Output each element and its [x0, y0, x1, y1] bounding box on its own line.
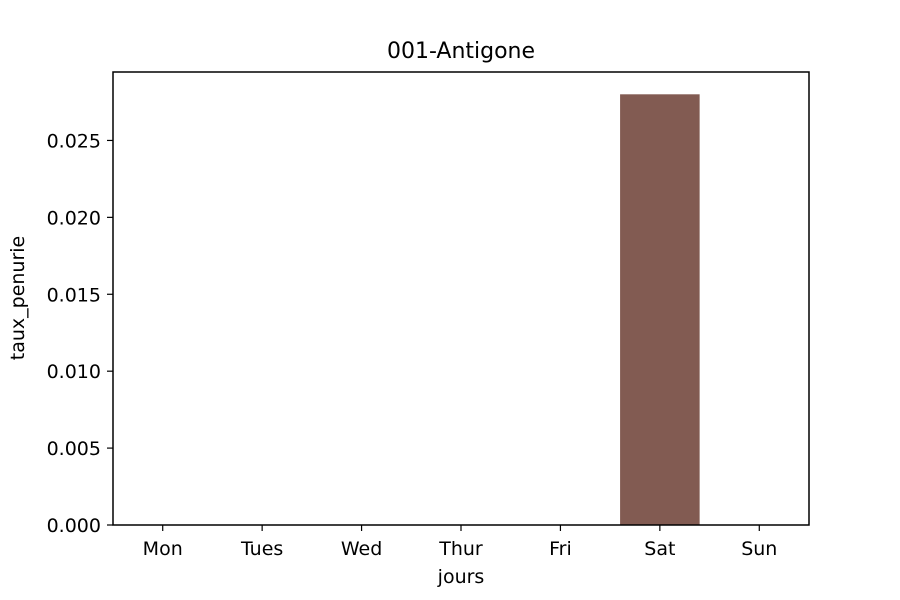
x-axis: Mon Tues Wed Thur Fri Sat Sun	[143, 525, 777, 560]
x-tick-label: Wed	[341, 538, 382, 560]
y-tick-label: 0.000	[47, 515, 101, 537]
y-tick-label: 0.020	[47, 207, 101, 229]
x-axis-label: jours	[437, 566, 485, 588]
x-tick-label: Tues	[240, 538, 283, 560]
x-tick-label: Sat	[644, 538, 675, 560]
y-tick-label: 0.015	[47, 284, 101, 306]
x-tick-label: Fri	[549, 538, 572, 560]
y-tick-label: 0.010	[47, 361, 101, 383]
y-tick-label: 0.005	[47, 438, 101, 460]
y-axis: 0.000 0.005 0.010 0.015 0.020 0.025	[47, 130, 113, 537]
y-axis-label: taux_penurie	[7, 236, 29, 361]
x-tick-label: Sun	[741, 538, 777, 560]
x-tick-label: Mon	[143, 538, 183, 560]
y-tick-label: 0.025	[47, 130, 101, 152]
x-tick-label: Thur	[438, 538, 483, 560]
bar-sat	[620, 94, 700, 526]
chart-title: 001-Antigone	[387, 39, 535, 64]
bars-group	[620, 94, 700, 526]
plot-frame	[112, 71, 810, 526]
